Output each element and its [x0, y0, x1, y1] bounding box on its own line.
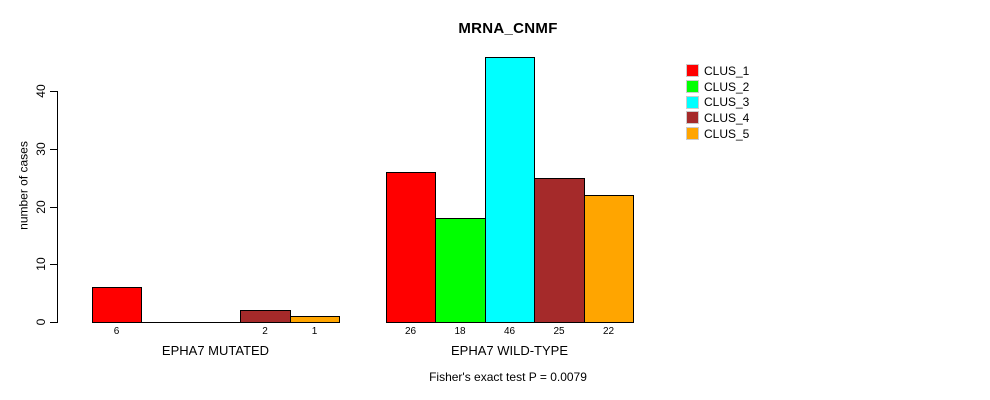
- bar-clus_5: [290, 316, 340, 323]
- bar-value-label: 1: [311, 326, 318, 337]
- bar-clus_5: [584, 195, 634, 323]
- legend-item: CLUS_4: [686, 110, 749, 126]
- bar-clus_1: [92, 287, 142, 323]
- legend-item: CLUS_2: [686, 79, 749, 95]
- legend-swatch-clus_1: [686, 64, 699, 78]
- legend-label: CLUS_2: [704, 79, 750, 94]
- bar-clus_4: [240, 310, 291, 323]
- legend-swatch-clus_3: [686, 95, 699, 109]
- y-tick-mark: [50, 322, 57, 323]
- legend-item: CLUS_5: [686, 126, 749, 142]
- group-label: EPHA7 WILD-TYPE: [450, 343, 569, 358]
- bar-value-label: 26: [404, 326, 417, 337]
- bar-value-label: 6: [113, 326, 120, 337]
- y-tick-label: 20: [34, 200, 48, 214]
- legend-swatch-clus_5: [686, 127, 699, 141]
- y-axis-label: number of cases: [16, 141, 31, 230]
- y-tick-mark: [50, 207, 57, 208]
- y-tick-mark: [50, 264, 57, 265]
- bar-zero-clus_3: [191, 322, 241, 323]
- legend-swatch-clus_2: [686, 80, 699, 94]
- bar-clus_1: [386, 172, 436, 323]
- y-axis-line: [57, 91, 58, 323]
- bar-value-label: 25: [553, 326, 565, 337]
- legend-label: CLUS_3: [704, 95, 750, 110]
- group-label: EPHA7 MUTATED: [161, 343, 270, 358]
- legend-item: CLUS_3: [686, 94, 749, 110]
- legend-label: CLUS_1: [704, 63, 750, 78]
- bar-value-label: 22: [602, 326, 615, 337]
- bar-value-label: 18: [454, 326, 466, 337]
- y-tick-label: 10: [34, 257, 48, 271]
- y-tick-label: 0: [34, 318, 48, 326]
- bar-clus_3: [485, 57, 535, 323]
- y-tick-mark: [50, 91, 57, 92]
- bar-clus_4: [534, 178, 585, 323]
- legend-item: CLUS_1: [686, 63, 749, 79]
- y-tick-label: 30: [34, 142, 48, 156]
- legend-label: CLUS_5: [704, 126, 750, 141]
- bar-clus_2: [435, 218, 486, 323]
- legend-label: CLUS_4: [704, 110, 750, 125]
- legend: CLUS_1 CLUS_2 CLUS_3 CLUS_4 CLUS_5: [686, 63, 749, 141]
- bar-zero-clus_2: [141, 322, 192, 323]
- bar-value-label: 2: [262, 326, 268, 337]
- bar-value-label: 46: [503, 326, 516, 337]
- stat-annotation: Fisher's exact test P = 0.0079: [429, 370, 587, 384]
- y-tick-mark: [50, 149, 57, 150]
- legend-swatch-clus_4: [686, 111, 699, 125]
- y-tick-label: 40: [34, 84, 48, 98]
- chart-title: MRNA_CNMF: [458, 20, 558, 37]
